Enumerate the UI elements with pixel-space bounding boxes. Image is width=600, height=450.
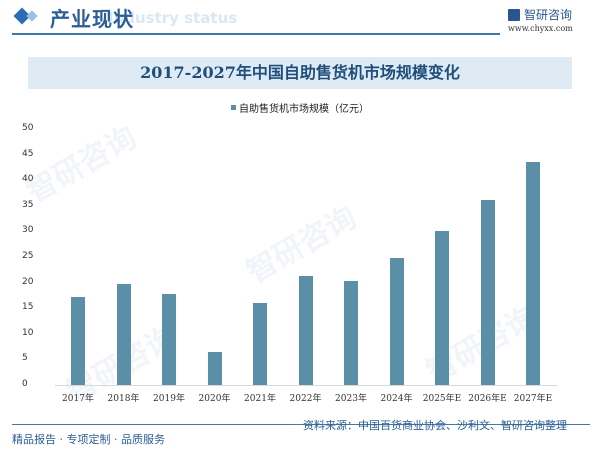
legend-label: 自助售货机市场规模（亿元）	[239, 104, 369, 115]
bar	[435, 231, 449, 385]
header-divider	[12, 33, 500, 35]
x-tick-label: 2022年	[289, 394, 322, 404]
y-tick-label: 10	[22, 327, 34, 338]
x-tick-label: 2027年E	[513, 394, 553, 404]
y-tick-label: 50	[22, 123, 34, 133]
bar	[389, 257, 404, 385]
x-tick-label: 2026年E	[468, 394, 507, 404]
bar	[480, 199, 495, 385]
y-tick-label: 25	[22, 251, 34, 261]
legend-swatch	[231, 105, 236, 110]
brand-logo-icon	[508, 9, 520, 21]
y-tick-label: 30	[22, 225, 34, 236]
x-tick-label: 2021年	[244, 394, 276, 404]
y-tick-label: 5	[22, 353, 28, 364]
diamond-icon	[26, 10, 38, 22]
x-tick-label: 2023年	[335, 394, 367, 404]
x-tick-label: 2020年	[198, 394, 231, 404]
x-axis-line	[55, 385, 557, 386]
y-tick-label: 15	[22, 302, 34, 313]
bar	[162, 294, 176, 385]
brand-url: www.chyxx.com	[508, 24, 573, 33]
y-tick-label: 0	[22, 379, 28, 389]
brand: 智研咨询	[508, 6, 572, 23]
chart-title-banner: 2017-2027年中国自助售货机市场规模变化	[28, 57, 572, 89]
bar	[344, 280, 358, 385]
chart-title: 2017-2027年中国自助售货机市场规模变化	[140, 63, 460, 82]
y-tick-label: 45	[22, 148, 34, 159]
y-tick-label: 40	[22, 174, 34, 185]
x-tick-label: 2019年	[153, 394, 185, 404]
bar	[207, 352, 222, 385]
x-tick-label: 2025年E	[422, 394, 462, 404]
footer-divider	[12, 424, 590, 425]
x-tick-label: 2024年	[380, 394, 413, 404]
bar	[253, 302, 267, 385]
bar	[71, 297, 85, 385]
header-ghost-text: Industry status	[108, 9, 238, 27]
bar	[526, 161, 540, 385]
bar	[298, 276, 313, 385]
y-tick-label: 35	[22, 199, 34, 210]
bar	[116, 283, 131, 385]
x-tick-label: 2017年	[62, 394, 94, 404]
section-title: 产业现状	[50, 7, 134, 31]
x-tick-label: 2018年	[107, 394, 140, 404]
brand-name: 智研咨询	[524, 8, 573, 22]
source-note: 资料来源：中国百货商业协会、沙利文、智研咨询整理	[303, 419, 567, 432]
y-tick-label: 20	[22, 276, 34, 287]
chart-legend: 自助售货机市场规模（亿元）	[0, 100, 600, 115]
footer-slogan: 精品报告 · 专项定制 · 品质服务	[12, 433, 165, 446]
